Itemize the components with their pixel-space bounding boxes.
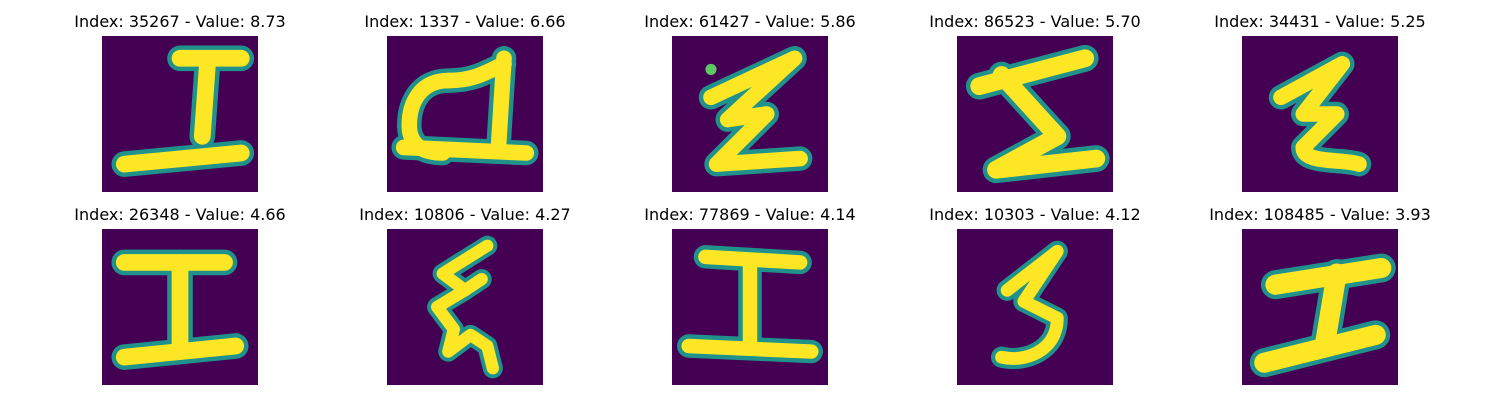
digit-image (672, 36, 828, 192)
digit-image (387, 229, 543, 385)
panel-2: Index: 1337 - Value: 6.66 (345, 12, 585, 192)
digit-image (957, 36, 1113, 192)
panel-title: Index: 26348 - Value: 4.66 (74, 205, 286, 224)
digit-image (387, 36, 543, 192)
panel-title: Index: 86523 - Value: 5.70 (929, 12, 1141, 31)
digit-image (1242, 36, 1398, 192)
digit-image (957, 229, 1113, 385)
panel-title: Index: 34431 - Value: 5.25 (1214, 12, 1426, 31)
digit-image (102, 36, 258, 192)
panel-title: Index: 61427 - Value: 5.86 (644, 12, 856, 31)
panel-1: Index: 35267 - Value: 8.73 (60, 12, 300, 192)
panel-8: Index: 77869 - Value: 4.14 (630, 205, 870, 385)
digit-image (1242, 229, 1398, 385)
panel-title: Index: 108485 - Value: 3.93 (1209, 205, 1431, 224)
panel-3: Index: 61427 - Value: 5.86 (630, 12, 870, 192)
digit-image (102, 229, 258, 385)
panel-title: Index: 77869 - Value: 4.14 (644, 205, 856, 224)
panel-4: Index: 86523 - Value: 5.70 (915, 12, 1155, 192)
panel-title: Index: 10806 - Value: 4.27 (359, 205, 571, 224)
panel-title: Index: 1337 - Value: 6.66 (364, 12, 566, 31)
panel-7: Index: 10806 - Value: 4.27 (345, 205, 585, 385)
panel-5: Index: 34431 - Value: 5.25 (1200, 12, 1440, 192)
digit-image (672, 229, 828, 385)
panel-9: Index: 10303 - Value: 4.12 (915, 205, 1155, 385)
panel-6: Index: 26348 - Value: 4.66 (60, 205, 300, 385)
panel-10: Index: 108485 - Value: 3.93 (1200, 205, 1440, 385)
panel-title: Index: 35267 - Value: 8.73 (74, 12, 286, 31)
panel-title: Index: 10303 - Value: 4.12 (929, 205, 1141, 224)
